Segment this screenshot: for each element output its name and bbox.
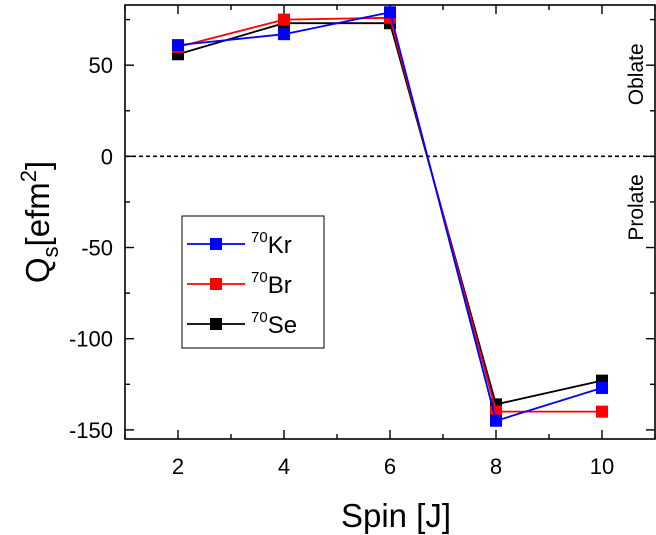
data-point-kr [172, 39, 184, 52]
y-axis-label-sub: s [38, 246, 63, 257]
legend-box [181, 215, 325, 349]
data-point-br [278, 13, 290, 26]
x-tick-label: 4 [278, 454, 290, 479]
x-tick-label: 6 [384, 454, 396, 479]
legend-element: Br [268, 272, 292, 299]
x-axis-label: Spin [J] [341, 497, 451, 534]
legend-mass-number: 70 [251, 309, 268, 326]
legend-element: Se [268, 312, 297, 339]
legend-mass-number: 70 [251, 269, 268, 286]
legend-label-kr: 70Kr [251, 229, 292, 259]
legend-element: Kr [268, 232, 292, 259]
data-point-kr [384, 6, 396, 19]
y-tick-label: 0 [101, 144, 113, 169]
y-axis-label-sup: 2 [16, 170, 41, 182]
annotation-oblate: Oblate [625, 43, 648, 105]
y-axis-label: Qs[efm2] [16, 161, 63, 283]
y-tick-label: -150 [69, 418, 113, 443]
series-layer [172, 6, 608, 427]
x-tick-label: 2 [172, 454, 184, 479]
data-point-kr [490, 414, 502, 427]
data-point-kr [596, 381, 608, 394]
legend-marker [210, 278, 222, 290]
legend-label-br: 70Br [251, 269, 292, 299]
y-axis-label-main: Q [19, 257, 56, 283]
y-axis-label-close: ] [19, 161, 56, 170]
series-line-br [177, 16, 602, 413]
legend-label-se: 70Se [251, 309, 297, 339]
data-point-kr [278, 28, 290, 41]
data-point-br [596, 405, 608, 418]
y-axis-label-unit: [efm [19, 182, 56, 246]
annotation-prolate: Prolate [625, 174, 648, 241]
y-tick-label: -100 [69, 327, 113, 352]
legend-marker [210, 318, 222, 330]
legend-marker [210, 238, 222, 250]
x-tick-label: 8 [490, 454, 502, 479]
legend-mass-number: 70 [251, 229, 268, 246]
y-tick-label: 50 [89, 53, 113, 78]
x-tick-label: 10 [590, 454, 614, 479]
y-tick-label: -50 [81, 236, 113, 261]
